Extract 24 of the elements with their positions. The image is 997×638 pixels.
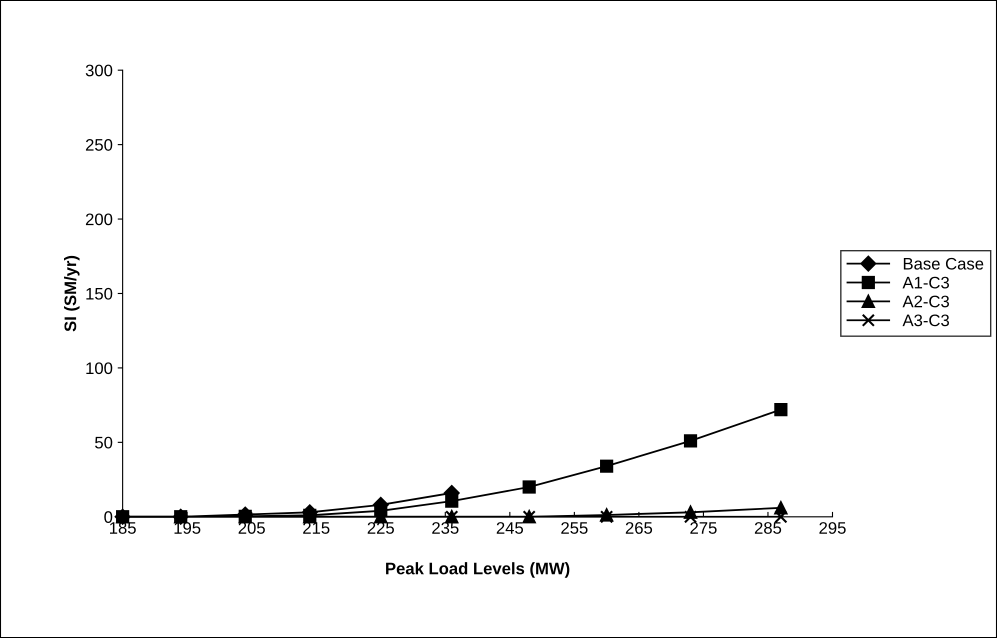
x-tick-label: 275 — [690, 522, 717, 534]
y-tick-label: 150 — [86, 288, 112, 300]
x-tick-label: 265 — [626, 522, 652, 534]
y-tick-label: 0 — [104, 511, 112, 523]
x-axis-title: Peak Load Levels (MW) — [386, 562, 570, 578]
legend-label: A2-C3 — [902, 296, 950, 308]
x-tick-label: 295 — [819, 522, 846, 534]
x-tick-label: 285 — [754, 522, 782, 534]
y-tick-label: 300 — [86, 64, 112, 76]
x-tick-label: 255 — [561, 522, 588, 534]
y-tick-label: 100 — [86, 362, 112, 374]
x-tick-label: 195 — [174, 522, 200, 534]
x-tick-label: 205 — [238, 522, 265, 534]
x-tick-label: 185 — [110, 522, 136, 534]
legend-label: Base Case — [904, 258, 984, 270]
x-tick-label: 225 — [368, 522, 394, 534]
x-tick-label: 215 — [303, 522, 330, 534]
y-axis-title: SI (SM/yr) — [64, 256, 80, 332]
legend-label: A3-C3 — [902, 314, 950, 326]
legend-label: A1-C3 — [902, 276, 950, 289]
y-tick-label: 250 — [86, 139, 112, 151]
x-tick-label: 245 — [496, 522, 524, 534]
y-tick-label: 50 — [95, 436, 112, 449]
y-tick-label: 200 — [86, 213, 112, 226]
